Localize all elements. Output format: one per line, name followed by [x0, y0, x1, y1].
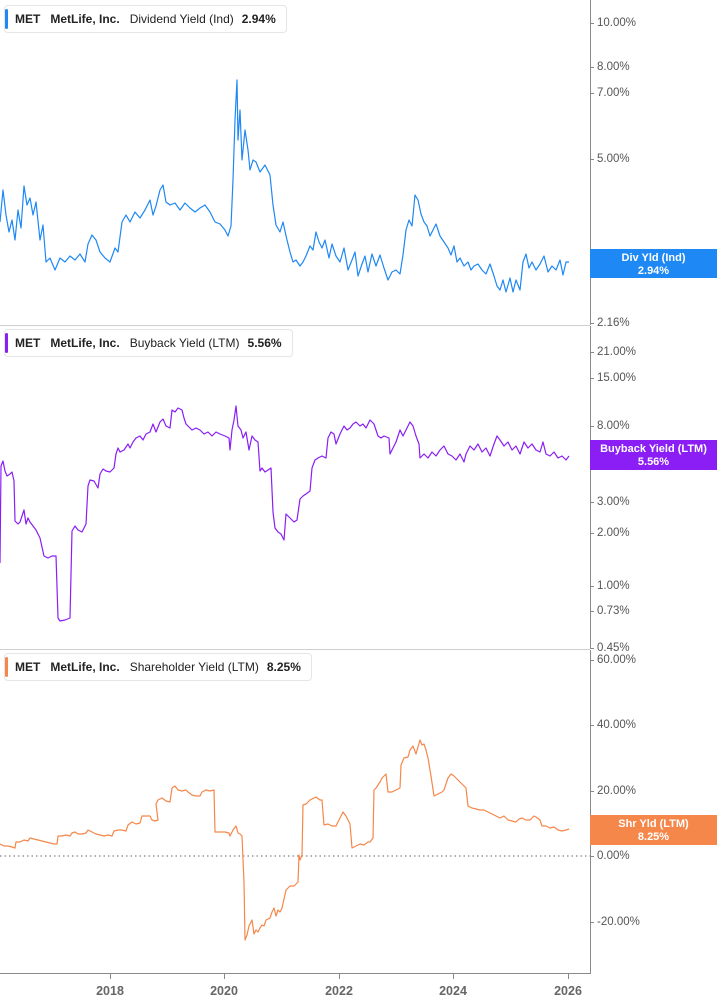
legend-ticker: MET [15, 12, 41, 26]
x-tick-label: 2020 [210, 984, 238, 998]
shareholder-yield-legend: MET MetLife, Inc. Shareholder Yield (LTM… [4, 653, 312, 681]
y-tick-label: 8.00% [597, 420, 630, 432]
legend-value: 2.94% [241, 12, 276, 26]
y-tick-mark [590, 922, 594, 923]
badge-value: 8.25% [637, 830, 670, 843]
y-tick-mark [590, 725, 594, 726]
x-tick-mark [110, 974, 111, 979]
badge-label: Div Yld (Ind) [621, 252, 686, 264]
y-tick-label: 0.00% [597, 850, 630, 862]
y-tick-mark [590, 611, 594, 612]
legend-company: MetLife, Inc. [50, 336, 120, 350]
y-tick-mark [590, 533, 594, 534]
x-tick-mark [568, 974, 569, 979]
y-tick-mark [590, 67, 594, 68]
x-axis-line [0, 973, 591, 974]
x-tick-label: 2018 [96, 984, 124, 998]
x-tick-mark [453, 974, 454, 979]
dividend-yield-last-value-badge: Div Yld (Ind) 2.94% [590, 249, 717, 278]
dividend-yield-line [0, 79, 569, 293]
x-tick-mark [339, 974, 340, 979]
y-tick-label: 8.00% [597, 61, 630, 73]
shareholder-yield-line [0, 739, 570, 941]
buyback-yield-legend: MET MetLife, Inc. Buyback Yield (LTM) 5.… [4, 329, 293, 357]
y-axis-line [590, 326, 591, 649]
dividend-yield-legend: MET MetLife, Inc. Dividend Yield (Ind) 2… [4, 5, 287, 33]
buyback-yield-line [0, 405, 570, 622]
y-tick-mark [590, 791, 594, 792]
panel-separator [0, 325, 590, 326]
y-tick-mark [590, 93, 594, 94]
y-tick-label: 15.00% [597, 372, 637, 384]
badge-label: Buyback Yield (LTM) [600, 443, 707, 455]
legend-color-marker [5, 9, 8, 29]
y-tick-mark [590, 159, 594, 160]
y-tick-label: 60.00% [597, 654, 637, 666]
legend-ticker: MET [15, 660, 41, 674]
y-tick-mark [590, 426, 594, 427]
buyback-yield-plot [0, 405, 570, 622]
badge-value: 2.94% [637, 264, 670, 277]
legend-company: MetLife, Inc. [50, 660, 120, 674]
x-tick-mark [224, 974, 225, 979]
panel-separator [0, 649, 590, 650]
y-tick-label: 0.73% [597, 605, 630, 617]
y-tick-label: -20.00% [597, 916, 640, 928]
y-tick-mark [590, 352, 594, 353]
shareholder-yield-last-value-badge: Shr Yld (LTM) 8.25% [590, 815, 717, 845]
y-tick-mark [590, 378, 594, 379]
y-tick-label: 2.00% [597, 527, 630, 539]
legend-value: 8.25% [266, 660, 301, 674]
y-tick-label: 21.00% [597, 346, 637, 358]
y-tick-mark [590, 502, 594, 503]
y-tick-label: 5.00% [597, 153, 630, 165]
dividend-yield-plot [0, 79, 569, 293]
x-tick-label: 2022 [325, 984, 353, 998]
y-tick-mark [590, 648, 594, 649]
dividend-yield-panel: MET MetLife, Inc. Dividend Yield (Ind) 2… [0, 0, 717, 329]
y-tick-label: 10.00% [597, 17, 637, 29]
y-tick-mark [590, 856, 594, 857]
shareholder-yield-plot [0, 739, 590, 941]
y-tick-label: 2.16% [597, 317, 630, 329]
legend-metric: Shareholder Yield (LTM) [129, 660, 259, 674]
legend-color-marker [5, 333, 8, 353]
y-tick-label: 20.00% [597, 785, 637, 797]
y-tick-mark [590, 586, 594, 587]
buyback-yield-panel: MET MetLife, Inc. Buyback Yield (LTM) 5.… [0, 326, 717, 654]
shareholder-yield-panel: MET MetLife, Inc. Shareholder Yield (LTM… [0, 650, 717, 973]
legend-value: 5.56% [247, 336, 282, 350]
y-tick-label: 3.00% [597, 496, 630, 508]
y-axis-line [590, 0, 591, 325]
legend-metric: Buyback Yield (LTM) [129, 336, 240, 350]
y-tick-label: 7.00% [597, 87, 630, 99]
y-tick-label: 40.00% [597, 719, 637, 731]
badge-value: 5.56% [637, 455, 670, 468]
buyback-yield-last-value-badge: Buyback Yield (LTM) 5.56% [590, 440, 717, 470]
legend-ticker: MET [15, 336, 41, 350]
y-tick-mark [590, 323, 594, 324]
legend-color-marker [5, 657, 8, 677]
y-tick-mark [590, 23, 594, 24]
x-tick-label: 2024 [439, 984, 467, 998]
y-tick-label: 1.00% [597, 580, 630, 592]
legend-company: MetLife, Inc. [50, 12, 120, 26]
y-tick-mark [590, 660, 594, 661]
y-axis-line [590, 650, 591, 973]
x-tick-label: 2026 [554, 984, 582, 998]
legend-metric: Dividend Yield (Ind) [129, 12, 234, 26]
y-tick-label: 0.45% [597, 642, 630, 654]
badge-label: Shr Yld (LTM) [618, 818, 689, 830]
